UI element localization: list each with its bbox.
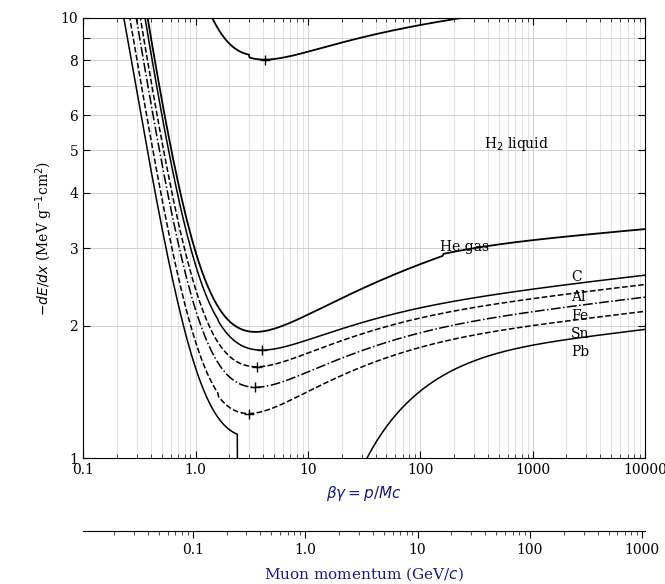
- Y-axis label: $-dE/dx$ (MeV g$^{-1}$cm$^2$): $-dE/dx$ (MeV g$^{-1}$cm$^2$): [33, 161, 55, 315]
- Text: He gas: He gas: [440, 240, 489, 254]
- Text: Sn: Sn: [571, 326, 590, 340]
- Text: Fe: Fe: [571, 309, 589, 323]
- Text: Al: Al: [571, 290, 586, 304]
- Text: H$_2$ liquid: H$_2$ liquid: [484, 135, 549, 154]
- X-axis label: $\beta\gamma = p/Mc$: $\beta\gamma = p/Mc$: [327, 484, 402, 503]
- Text: C: C: [571, 270, 582, 284]
- X-axis label: Muon momentum (GeV/$c$): Muon momentum (GeV/$c$): [264, 565, 464, 583]
- Text: Pb: Pb: [571, 345, 589, 359]
